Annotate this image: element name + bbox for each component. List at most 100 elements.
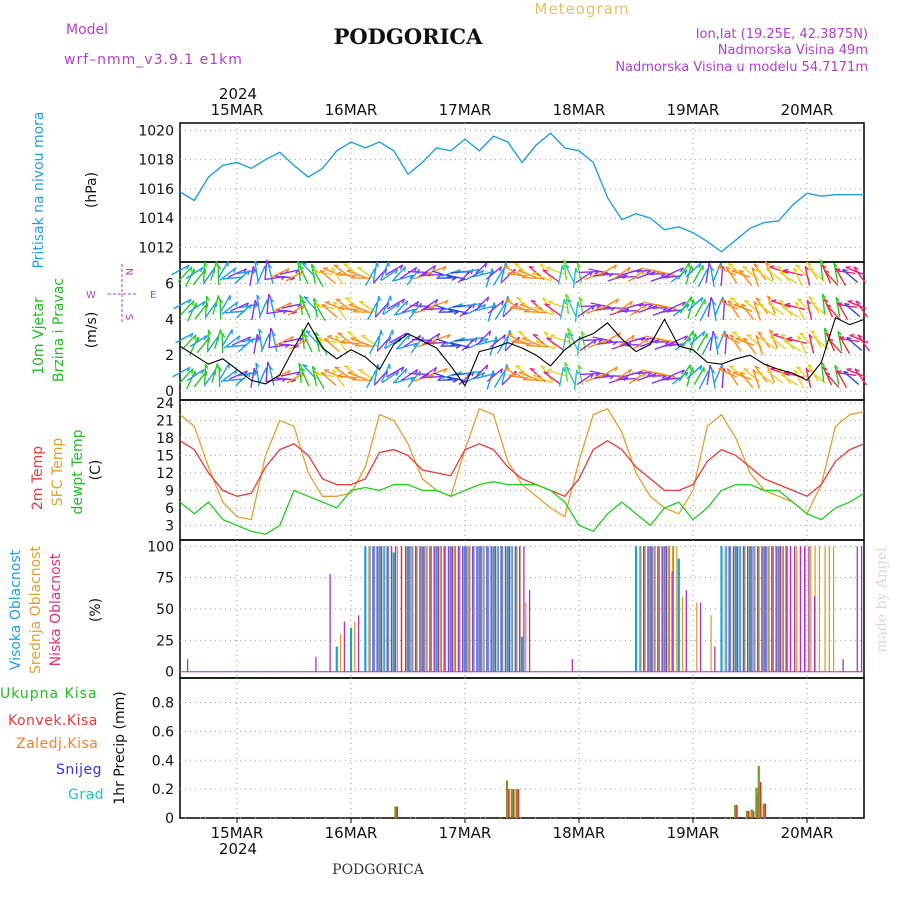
wind-arrow (561, 333, 567, 353)
wind-arrow (781, 306, 800, 318)
wind-arrow (187, 300, 206, 314)
wind-arrow (705, 262, 710, 284)
wind-arrow (665, 369, 685, 379)
top-year: 2024 (219, 85, 257, 103)
wind-arrow-head (344, 365, 350, 368)
wind-arrow-head (507, 271, 513, 275)
wind-arrow-head (219, 329, 223, 335)
y-tick-label: 12 (156, 466, 174, 482)
wind-arrow (846, 336, 863, 352)
wind-arrow (202, 267, 216, 285)
precip-bar-conv (752, 810, 755, 818)
y-tick-label: 1020 (138, 123, 174, 139)
wind-arrow (303, 333, 313, 353)
wind-arrow (769, 266, 789, 274)
wind-arrow-head (681, 301, 687, 307)
precip-bar-conv (512, 789, 515, 818)
wind-arrow-head (301, 299, 307, 304)
wind-arrow-head (846, 368, 852, 370)
wind-arrow (579, 372, 600, 376)
wind-arrow-head (712, 300, 717, 306)
wind-arrow (464, 336, 485, 342)
wind-arrow (267, 264, 274, 284)
wind-arrow (686, 364, 703, 380)
wind-arrow (823, 328, 828, 348)
date-tick-label: 18MAR (553, 824, 606, 842)
date-tick-label: 16MAR (325, 824, 378, 842)
wind-arrow-head (569, 332, 575, 337)
wind-arrow-head (203, 335, 208, 341)
wind-arrow (419, 366, 437, 380)
wind-arrow-head (442, 266, 447, 271)
wind-arrow-head (700, 297, 704, 303)
wind-arrow (274, 335, 294, 347)
wind-arrow (783, 340, 802, 352)
wind-arrow (423, 375, 444, 379)
wind-arrow-head (846, 336, 852, 340)
wind-arrow-head (194, 334, 197, 340)
wind-arrow-head (436, 333, 441, 339)
wind-arrow-head (415, 301, 420, 307)
wind-arrow (250, 367, 255, 389)
wind-arrow (846, 368, 866, 378)
wind-arrow (727, 300, 740, 318)
wind-arrow-head (399, 264, 404, 270)
wind-arrow (460, 268, 481, 274)
wind-arrow (778, 299, 793, 317)
wind-arrow-head (566, 366, 572, 371)
wind-arrow-head (853, 266, 859, 270)
wind-arrow (492, 268, 505, 286)
wind-arrow (206, 329, 210, 351)
wind-arrow-head (810, 329, 816, 334)
wind-arrow-head (702, 331, 706, 337)
wind-arrow (203, 363, 207, 385)
wind-arrow (654, 270, 675, 276)
wind-arrow (314, 332, 320, 352)
wind-arrow-head (685, 371, 689, 377)
wind-arrow (729, 334, 742, 352)
wind-arrow (677, 262, 690, 280)
precip-bar-conv (759, 781, 762, 818)
wind-arrow (543, 371, 561, 385)
wind-arrow (177, 266, 193, 282)
compass-n: N (123, 268, 134, 275)
wind-arrow-head (855, 300, 861, 304)
wind-arrow-head (770, 336, 776, 339)
wind-arrow-head (336, 271, 342, 275)
wind-arrow-head (187, 298, 192, 304)
wind-arrow (350, 338, 370, 346)
wind-arrow-head (614, 366, 619, 372)
wind-arrow (672, 303, 690, 317)
wind-arrow (501, 364, 508, 384)
wind-arrow (532, 374, 552, 384)
wind-arrow (238, 303, 259, 309)
wind-arrow-head (268, 293, 272, 299)
wind-arrow-head (395, 371, 400, 377)
y-tick-label: 6 (165, 501, 174, 517)
wind-arrow (299, 295, 303, 315)
wind-arrow (251, 299, 256, 321)
wind-arrow (674, 337, 692, 351)
wind-arrow (776, 265, 791, 283)
wind-arrow (638, 304, 658, 314)
wind-arrow (712, 300, 717, 322)
wind-arrow-head (779, 299, 785, 303)
wind-arrow (706, 364, 711, 386)
wind-arrow-head (191, 368, 194, 374)
wind-arrow-head (400, 366, 405, 372)
wind-arrow (433, 304, 454, 312)
wind-arrow-head (777, 265, 783, 269)
wind-arrow-head (218, 366, 223, 372)
wind-arrow (806, 300, 813, 320)
legend-snow: Snijeg (56, 762, 102, 778)
wind-arrow-head (764, 261, 770, 266)
wind-arrow (367, 301, 378, 321)
wind-arrow-head (819, 259, 824, 265)
wind-arrow (792, 267, 804, 287)
wind-arrow-head (842, 268, 848, 272)
wind-arrow-head (576, 369, 580, 375)
wind-arrow (525, 344, 546, 348)
wind-arrow-head (186, 366, 191, 372)
cloud-unit: (%) (88, 598, 104, 622)
wind-arrow-head (628, 368, 632, 375)
